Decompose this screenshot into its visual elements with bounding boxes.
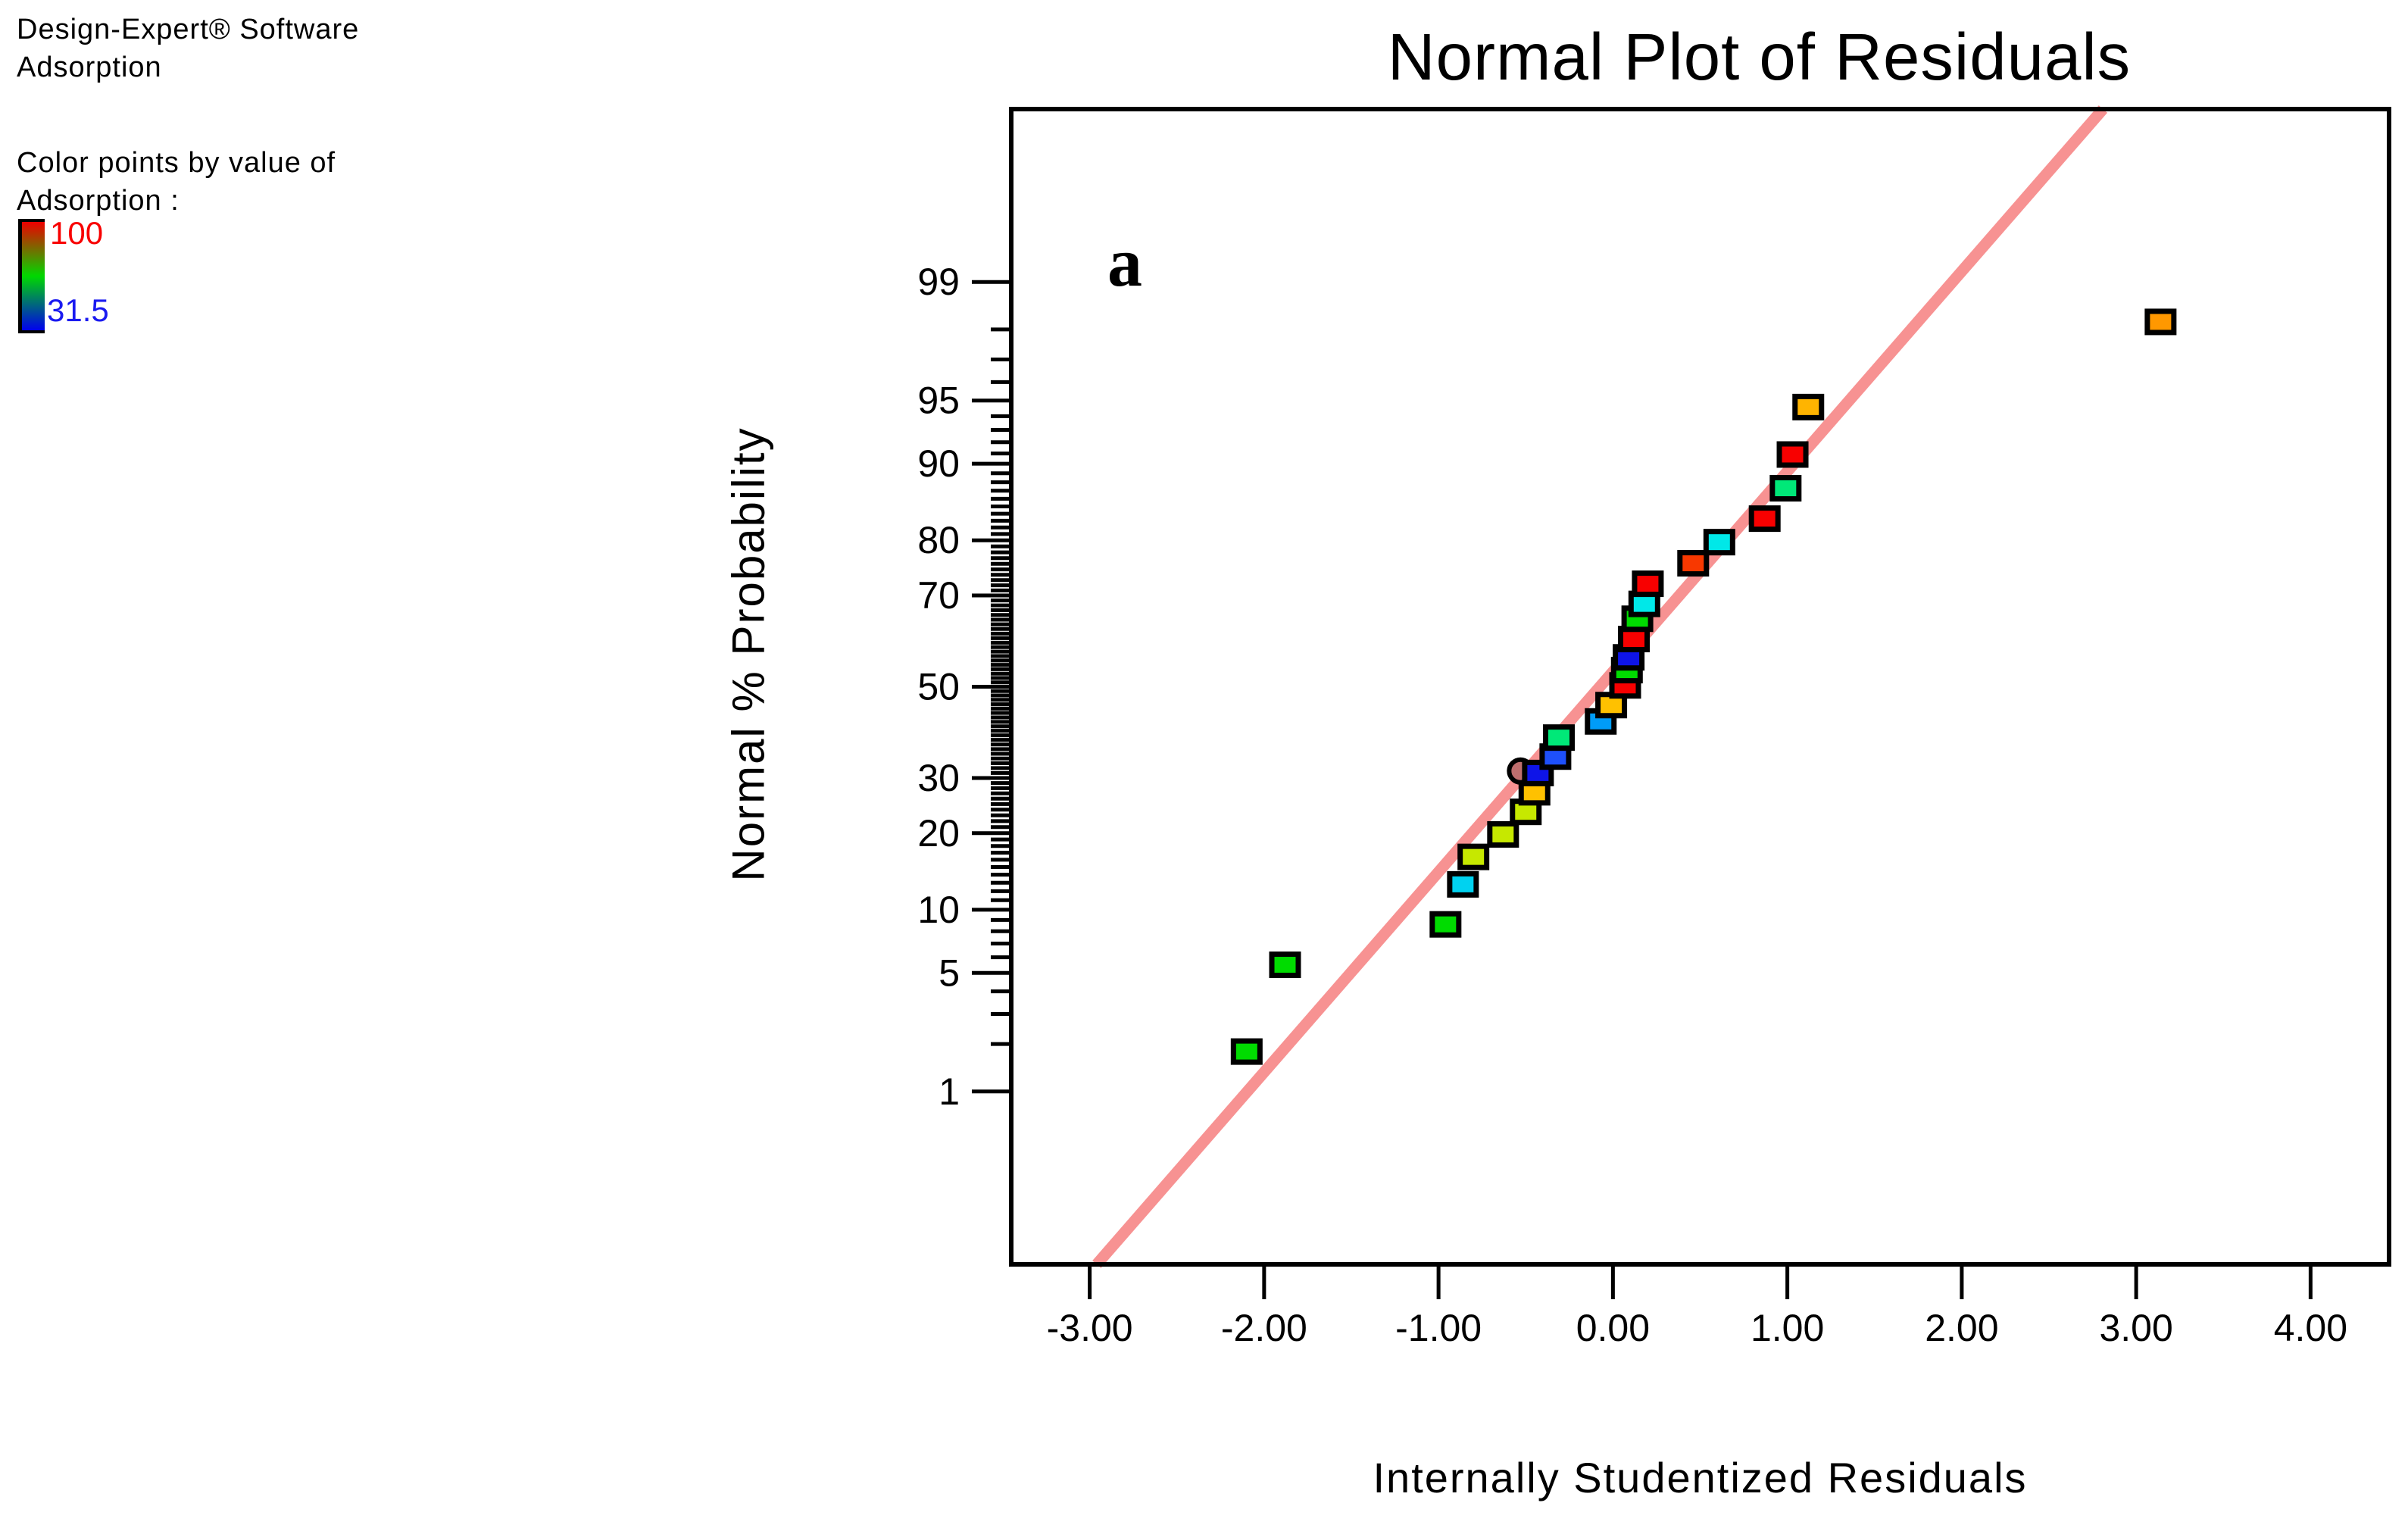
color-legend-caption-line2: Adsorption : (17, 185, 180, 217)
software-name: Design-Expert® Software (17, 14, 360, 45)
normal-fit-line (1092, 105, 2108, 1268)
y-tick-label: 1 (939, 1070, 960, 1113)
y-tick-label: 90 (917, 442, 960, 485)
data-point (1792, 393, 1825, 420)
data-point (1703, 529, 1735, 556)
data-point (1748, 505, 1781, 533)
data-point (1522, 759, 1554, 786)
data-point (1230, 1038, 1263, 1065)
color-legend-caption: Color points by value of Adsorption : (17, 144, 336, 220)
y-tick-label: 30 (917, 757, 960, 799)
data-point (1677, 550, 1710, 577)
y-tick-label: 10 (917, 889, 960, 931)
plot-frame (1009, 107, 2391, 1267)
data-point (1429, 911, 1462, 938)
x-tick-label: 2.00 (1925, 1307, 1998, 1349)
x-tick-label: 1.00 (1751, 1307, 1824, 1349)
chart-title: Normal Plot of Residuals (1387, 20, 2132, 94)
data-point (1447, 870, 1479, 898)
x-tick-label: -3.00 (1047, 1307, 1133, 1349)
panel-label: a (1107, 223, 1142, 301)
x-tick-label: 0.00 (1576, 1307, 1650, 1349)
data-point (1457, 843, 1490, 870)
data-point (1542, 724, 1575, 752)
data-point (2144, 308, 2177, 336)
x-axis-label: Internally Studentized Residuals (1373, 1454, 2028, 1501)
color-scale-max-value: 100 (50, 215, 104, 251)
y-tick-label: 50 (917, 666, 960, 708)
color-scale-gradient (18, 219, 45, 333)
data-point (1487, 820, 1519, 848)
y-tick-label: 95 (917, 380, 960, 422)
y-tick-label: 20 (917, 812, 960, 855)
software-info: Design-Expert® Software Adsorption (17, 11, 359, 86)
x-tick-label: 4.00 (2274, 1307, 2347, 1349)
y-tick-label: 70 (917, 574, 960, 617)
y-tick-label: 5 (939, 951, 960, 994)
y-tick-label: 99 (917, 261, 960, 303)
data-point (1632, 570, 1664, 598)
data-point (1776, 441, 1809, 468)
data-point (1769, 475, 1802, 502)
x-tick-label: 3.00 (2099, 1307, 2172, 1349)
x-tick-label: -1.00 (1395, 1307, 1482, 1349)
data-point (1269, 951, 1301, 979)
x-tick-label: -2.00 (1221, 1307, 1307, 1349)
color-scale-min-value: 31.5 (47, 292, 109, 328)
response-name: Adsorption (17, 52, 162, 83)
color-legend-caption-line1: Color points by value of (17, 147, 336, 179)
y-tick-label: 80 (917, 519, 960, 561)
